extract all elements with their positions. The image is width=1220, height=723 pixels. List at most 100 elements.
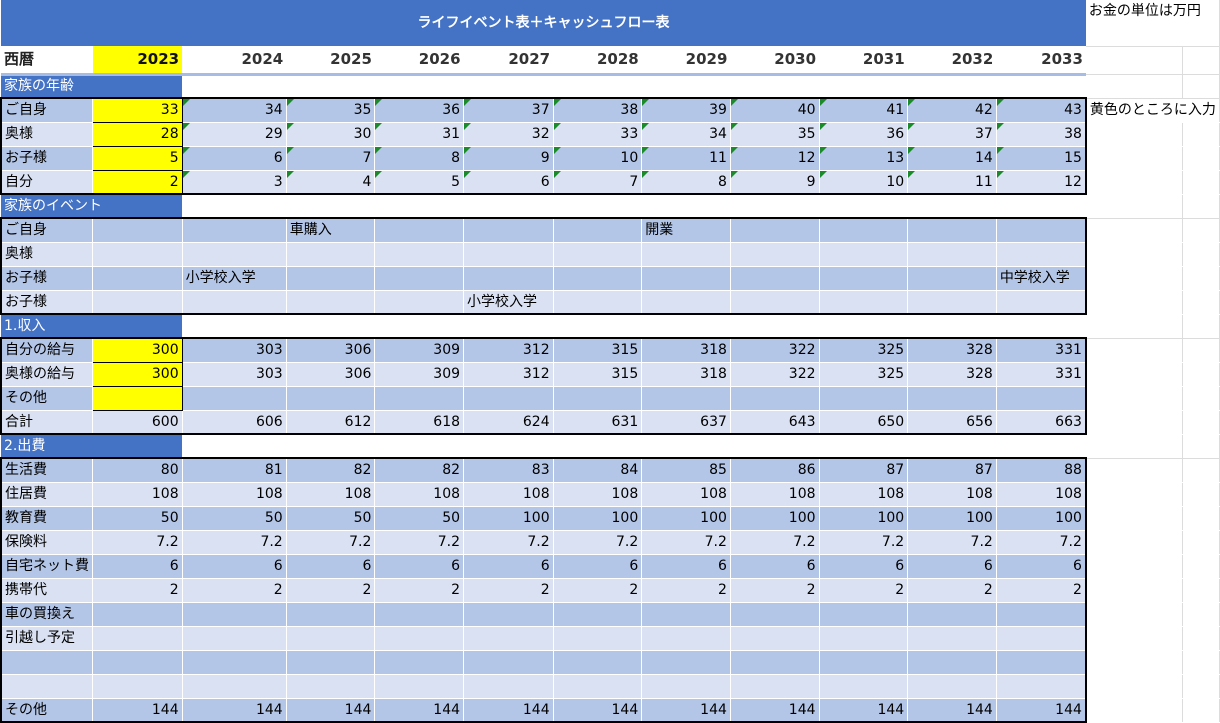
empty-cell[interactable]: [1182, 505, 1220, 531]
data-cell[interactable]: 144: [729, 697, 820, 723]
data-cell[interactable]: 6: [552, 553, 643, 579]
data-cell[interactable]: [463, 673, 554, 699]
data-cell[interactable]: [463, 265, 554, 291]
data-cell[interactable]: [818, 601, 909, 627]
empty-cell[interactable]: [819, 434, 908, 458]
row-label[interactable]: 自分の給与: [0, 337, 93, 363]
data-cell[interactable]: 108: [907, 481, 997, 507]
data-cell[interactable]: 中学校入学: [995, 265, 1087, 291]
data-cell[interactable]: [92, 649, 183, 675]
empty-cell[interactable]: [286, 74, 375, 98]
data-cell[interactable]: [907, 265, 997, 291]
data-cell[interactable]: [552, 289, 643, 315]
data-cell[interactable]: 303: [181, 337, 287, 363]
empty-cell[interactable]: [1182, 265, 1220, 291]
data-cell[interactable]: 144: [181, 697, 287, 723]
data-cell[interactable]: [729, 673, 820, 699]
data-cell[interactable]: 300: [92, 337, 183, 363]
data-cell[interactable]: 322: [729, 361, 820, 387]
data-cell[interactable]: 開業: [641, 217, 731, 243]
data-cell[interactable]: 322: [729, 337, 820, 363]
empty-cell[interactable]: [553, 314, 642, 338]
data-cell[interactable]: 50: [285, 505, 376, 531]
empty-cell[interactable]: [1085, 289, 1184, 315]
data-cell[interactable]: 36: [818, 121, 909, 147]
empty-cell[interactable]: [1085, 673, 1184, 699]
data-cell[interactable]: 28: [92, 121, 183, 147]
empty-cell[interactable]: [1182, 433, 1220, 458]
empty-cell[interactable]: [730, 194, 820, 218]
data-cell[interactable]: 144: [552, 697, 643, 723]
empty-cell[interactable]: [553, 74, 642, 98]
row-label[interactable]: 奥様: [0, 241, 93, 267]
data-cell[interactable]: [907, 241, 997, 267]
data-cell[interactable]: 車購入: [285, 217, 376, 243]
data-cell[interactable]: 39: [641, 97, 731, 123]
data-cell[interactable]: [181, 241, 287, 267]
row-label[interactable]: 保険料: [0, 529, 93, 555]
data-cell[interactable]: [181, 601, 287, 627]
year-header-label[interactable]: 西暦: [1, 46, 93, 76]
data-cell[interactable]: [374, 649, 465, 675]
year-cell[interactable]: 2029: [641, 46, 731, 76]
data-cell[interactable]: [729, 217, 820, 243]
data-cell[interactable]: [907, 289, 997, 315]
data-cell[interactable]: 108: [181, 481, 287, 507]
data-cell[interactable]: 31: [374, 121, 465, 147]
data-cell[interactable]: 2: [374, 577, 465, 603]
data-cell[interactable]: [641, 649, 731, 675]
empty-cell[interactable]: [641, 314, 731, 338]
row-label[interactable]: [0, 649, 93, 675]
data-cell[interactable]: 328: [907, 361, 997, 387]
empty-cell[interactable]: [730, 74, 820, 98]
data-cell[interactable]: 34: [181, 97, 287, 123]
data-cell[interactable]: 50: [92, 505, 183, 531]
data-cell[interactable]: 50: [374, 505, 465, 531]
data-cell[interactable]: [285, 625, 376, 651]
empty-cell[interactable]: [374, 434, 464, 458]
data-cell[interactable]: 2: [92, 577, 183, 603]
data-cell[interactable]: [463, 241, 554, 267]
data-cell[interactable]: 303: [181, 361, 287, 387]
data-cell[interactable]: [92, 385, 183, 411]
data-cell[interactable]: [463, 601, 554, 627]
data-cell[interactable]: 2: [641, 577, 731, 603]
data-cell[interactable]: 7.2: [729, 529, 820, 555]
empty-cell[interactable]: [1085, 553, 1184, 579]
year-cell[interactable]: 2026: [374, 46, 464, 76]
empty-cell[interactable]: [1085, 45, 1184, 74]
row-label[interactable]: お子様: [0, 289, 93, 315]
data-cell[interactable]: 15: [995, 145, 1087, 171]
data-cell[interactable]: 85: [641, 457, 731, 483]
data-cell[interactable]: 86: [729, 457, 820, 483]
data-cell[interactable]: 6: [463, 553, 554, 579]
data-cell[interactable]: [729, 385, 820, 411]
data-cell[interactable]: 2: [907, 577, 997, 603]
data-cell[interactable]: 7.2: [641, 529, 731, 555]
empty-cell[interactable]: [1085, 217, 1184, 243]
row-label[interactable]: 合計: [0, 409, 93, 435]
data-cell[interactable]: 606: [181, 409, 287, 435]
data-cell[interactable]: 315: [552, 361, 643, 387]
data-cell[interactable]: 13: [818, 145, 909, 171]
year-cell[interactable]: 2027: [463, 46, 554, 76]
empty-cell[interactable]: [286, 434, 375, 458]
data-cell[interactable]: 6: [285, 553, 376, 579]
data-cell[interactable]: [374, 385, 465, 411]
empty-cell[interactable]: [1085, 481, 1184, 507]
data-cell[interactable]: 108: [995, 481, 1087, 507]
data-cell[interactable]: [552, 217, 643, 243]
empty-cell[interactable]: [1182, 169, 1220, 195]
row-label[interactable]: 携帯代: [0, 577, 93, 603]
empty-cell[interactable]: [553, 434, 642, 458]
data-cell[interactable]: 42: [907, 97, 997, 123]
empty-cell[interactable]: [1182, 361, 1220, 387]
empty-cell[interactable]: [996, 314, 1086, 338]
empty-cell[interactable]: [1182, 457, 1220, 483]
data-cell[interactable]: [463, 649, 554, 675]
data-cell[interactable]: 43: [995, 97, 1087, 123]
data-cell[interactable]: 100: [729, 505, 820, 531]
empty-cell[interactable]: [182, 194, 287, 218]
data-cell[interactable]: 650: [818, 409, 909, 435]
data-cell[interactable]: 5: [92, 145, 183, 171]
